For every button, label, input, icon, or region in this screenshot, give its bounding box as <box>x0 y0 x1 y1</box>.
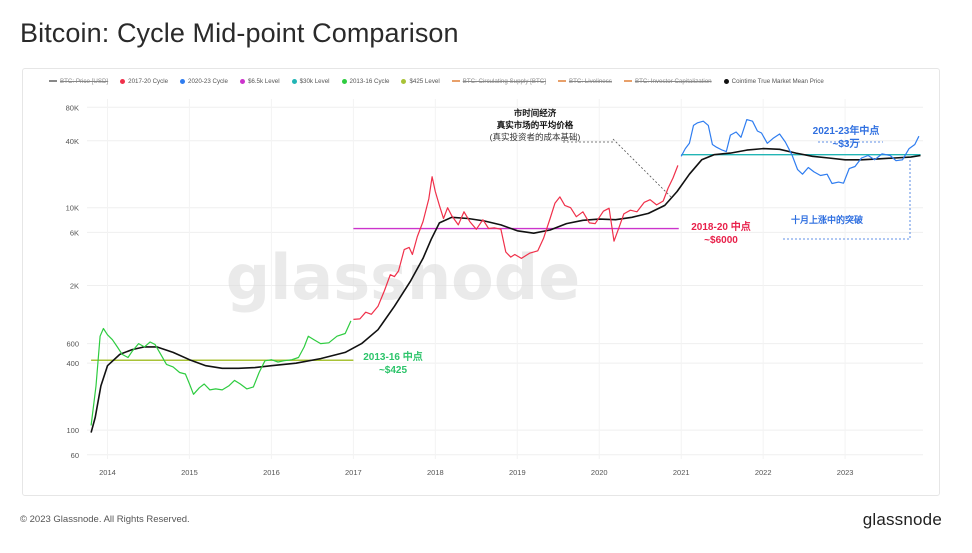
legend-swatch <box>120 78 126 84</box>
legend-label: 2020-23 Cycle <box>188 77 228 85</box>
legend-item[interactable]: BTC: Circulating Supply [BTC] <box>451 77 546 85</box>
x-tick-label: 2020 <box>591 468 608 477</box>
x-tick-label: 2021 <box>673 468 690 477</box>
legend-swatch <box>401 78 407 84</box>
y-tick-label: 40K <box>66 137 79 146</box>
chart-svg: 60 100 400 600 2K 6K 10K 40K 80K 2014 2015 2016 2017… <box>66 99 923 477</box>
legend-swatch <box>49 80 57 82</box>
y-tick-label: 600 <box>66 340 79 349</box>
page-title: Bitcoin: Cycle Mid-point Comparison <box>20 18 459 48</box>
series-line-cycle_2020 <box>680 119 920 185</box>
series-line-cycle_2013 <box>90 320 352 426</box>
legend-label: BTC: Circulating Supply [BTC] <box>462 77 546 85</box>
legend-swatch <box>341 78 347 84</box>
chart-frame: 60 100 400 600 2K 6K 10K 40K 80K 2014 2015 2016 2017… <box>22 68 940 496</box>
y-tick-label: 10K <box>66 204 79 213</box>
x-tick-label: 2018 <box>427 468 444 477</box>
x-tick-label: 2017 <box>345 468 362 477</box>
y-tick-label: 100 <box>66 426 79 435</box>
y-tick-label: 2K <box>70 281 79 290</box>
legend-swatch <box>239 78 245 84</box>
legend-swatch <box>291 78 297 84</box>
annotation-mean-title: 市时间经济 <box>514 108 557 118</box>
legend-swatch <box>180 78 186 84</box>
legend-item[interactable]: $6.5k Level <box>239 77 280 85</box>
legend-swatch <box>557 80 566 82</box>
annotation-leader-line <box>612 138 672 198</box>
legend-swatch <box>623 80 632 82</box>
annotation-breakout-bracket <box>783 159 911 240</box>
y-tick-label: 80K <box>66 103 79 112</box>
y-tick-label: 6K <box>70 228 79 237</box>
legend-item[interactable]: BTC: Investor Capitalization <box>623 77 712 85</box>
legend-item[interactable]: $30k Level <box>291 77 330 85</box>
legend-item[interactable]: 2017-20 Cycle <box>120 78 168 85</box>
legend-label: 2017-20 Cycle <box>128 77 169 85</box>
annotation-mean-subtitle: 真实市场的平均价格 <box>497 120 574 130</box>
annotation-2013-value: ~$425 <box>379 365 408 376</box>
legend-label: $30k Level <box>299 77 330 85</box>
y-tick-label: 60 <box>71 451 79 460</box>
annotation-2021-value: ~$3万 <box>833 138 860 150</box>
annotation-mean-note: (真实投资者的成本基础) <box>490 132 581 142</box>
y-tick-label: 400 <box>66 359 79 368</box>
legend-item[interactable]: 2013-16 Cycle <box>341 77 390 85</box>
legend-label: BTC: Price [USD] <box>60 77 109 85</box>
legend-item[interactable]: BTC: Price [USD] <box>49 78 108 85</box>
annotation-2013-label: 2013-16 中点 <box>363 350 422 363</box>
legend-item[interactable]: Cointime True Market Mean Price <box>723 77 824 85</box>
x-tick-label: 2016 <box>263 468 280 477</box>
chart-legend: BTC: Price [USD] 2017-20 Cycle 2020-23 Cyc… <box>49 75 824 87</box>
annotation-2018-value: ~$6000 <box>704 235 738 246</box>
series-line-true_mean <box>90 147 921 433</box>
annotation-2018-label: 2018-20 中点 <box>691 220 750 233</box>
x-tick-label: 2023 <box>837 468 854 477</box>
footer-logo: glassnode <box>862 510 942 529</box>
legend-label: $425 Level <box>409 77 440 85</box>
x-tick-label: 2015 <box>181 468 198 477</box>
legend-item[interactable]: 2020-23 Cycle <box>180 78 228 85</box>
legend-label: BTC: Investor Capitalization <box>634 77 712 85</box>
x-tick-label: 2014 <box>99 468 116 477</box>
legend-label: Cointime True Market Mean Price <box>731 77 824 85</box>
annotation-breakout-label: 十月上涨中的突破 <box>791 214 864 225</box>
series-line-cycle_2017 <box>353 165 679 320</box>
annotation-2021-label: 2021-23年中点 <box>813 124 880 137</box>
legend-item[interactable]: BTC: Liveliness <box>557 77 612 85</box>
legend-label: $6.5k Level <box>247 77 280 85</box>
x-tick-label: 2022 <box>755 468 772 477</box>
x-tick-label: 2019 <box>509 468 526 477</box>
footer-copyright: © 2023 Glassnode. All Rights Reserved. <box>20 514 190 525</box>
legend-swatch <box>723 78 729 84</box>
legend-swatch <box>451 80 460 82</box>
legend-item[interactable]: $425 Level <box>401 77 440 85</box>
legend-label: BTC: Liveliness <box>568 77 612 85</box>
legend-label: 2013-16 Cycle <box>349 77 390 85</box>
